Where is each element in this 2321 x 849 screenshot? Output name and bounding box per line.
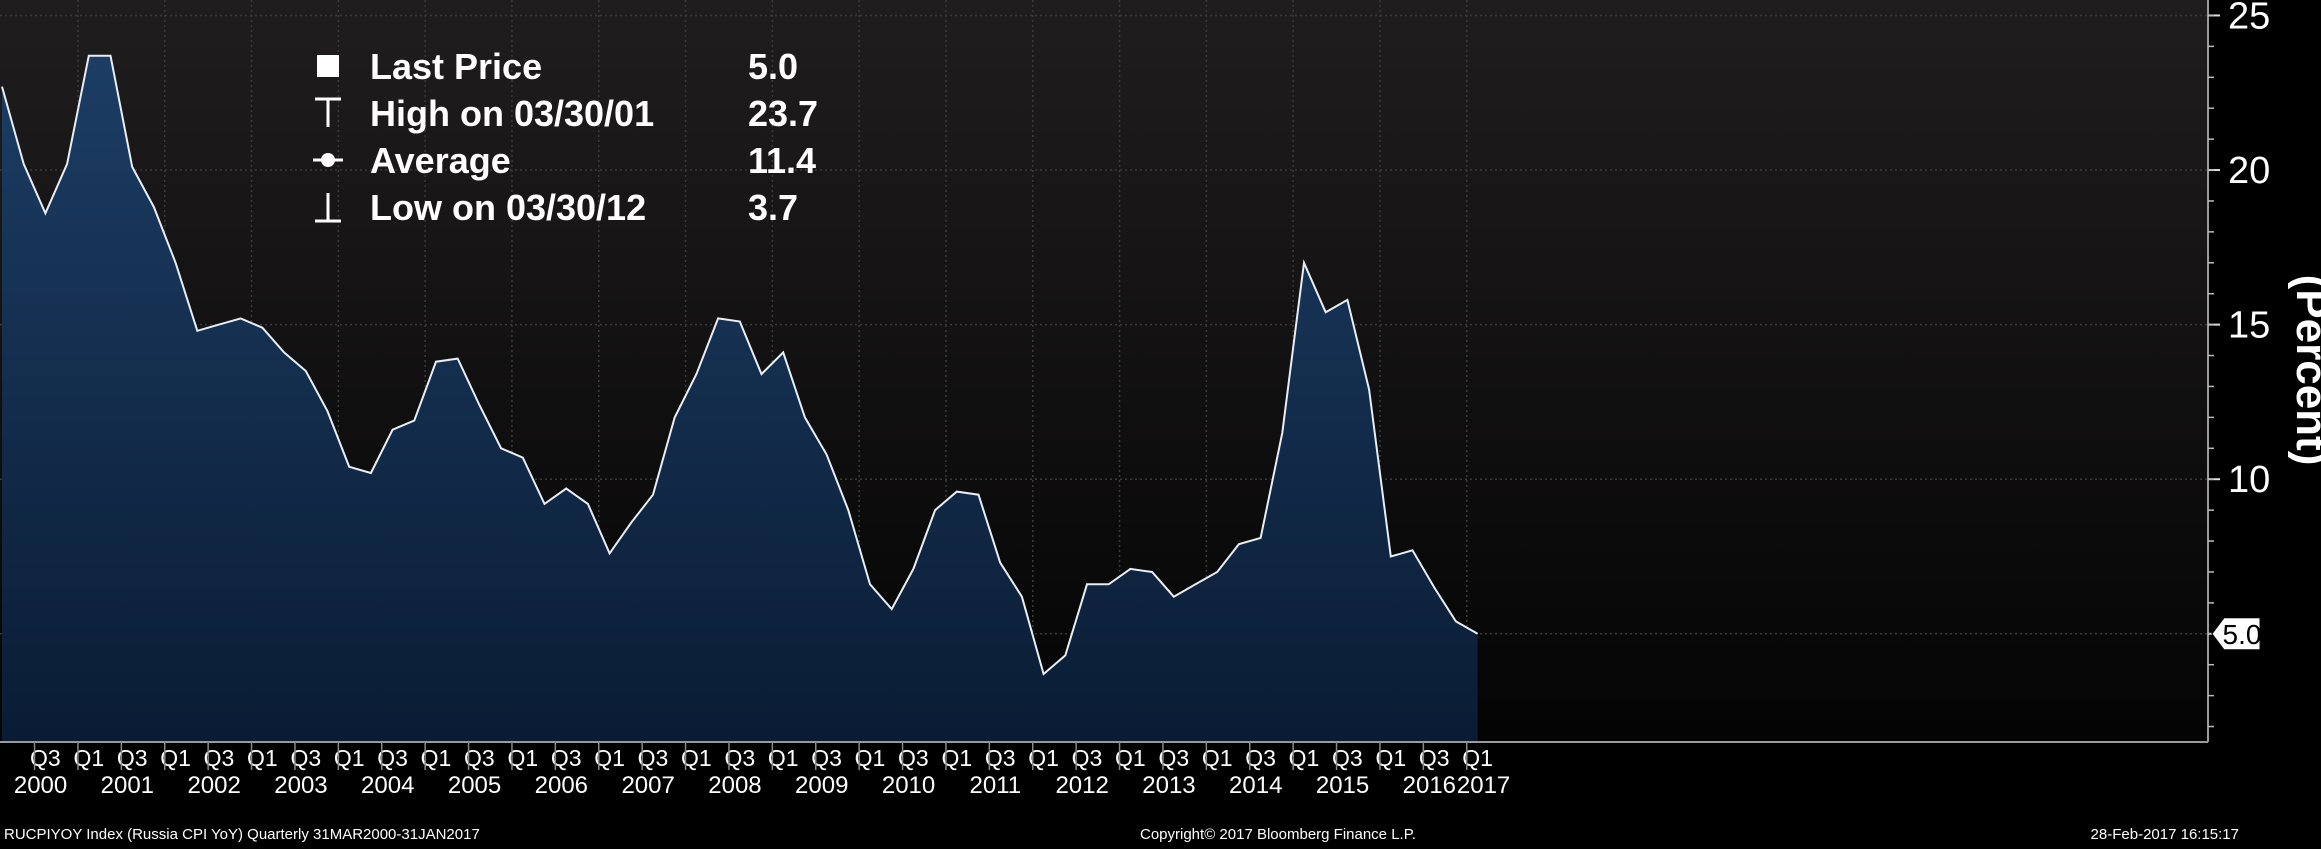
- y-tick-label: 15: [2228, 305, 2270, 347]
- y-axis-ticks: 25 20 15 10: [2208, 0, 2270, 728]
- legend-value: 11.4: [748, 140, 816, 181]
- legend-label: Low on 03/30/12: [370, 187, 646, 228]
- y-tick-label: 25: [2228, 0, 2270, 37]
- last-price-tag-label: 5.0: [2223, 619, 2262, 650]
- legend-value: 3.7: [748, 187, 798, 228]
- x-year-label: 2011: [970, 772, 1022, 799]
- footer-timestamp: 28-Feb-2017 16:15:17: [2090, 826, 2239, 843]
- square-icon: [317, 55, 339, 77]
- x-axis-ticks: Q3 Q1 Q3 Q1 Q3 Q1 Q3 Q1 Q3 Q1 Q3 Q1 Q3 Q1 Q3 Q1 Q3 Q1 Q3 Q1…: [14, 742, 1510, 799]
- x-year-label: 2004: [361, 772, 414, 799]
- x-year-label: 2009: [795, 772, 848, 799]
- x-year-label: 2010: [882, 772, 935, 799]
- legend-label: Average: [370, 140, 511, 181]
- axes: [0, 0, 2209, 743]
- x-year-label: 2007: [621, 772, 674, 799]
- high-marker-icon: [315, 97, 341, 127]
- x-year-label: 2012: [1055, 772, 1108, 799]
- cpi-area: [2, 55, 1478, 742]
- y-tick-label: 10: [2228, 459, 2270, 501]
- avg-dot: [321, 153, 335, 167]
- x-year-label: 2003: [274, 772, 327, 799]
- x-year-label: 2013: [1142, 772, 1195, 799]
- x-year-label: 2006: [535, 772, 588, 799]
- legend-value: 23.7: [748, 93, 818, 134]
- x-year-label: 2001: [101, 772, 154, 799]
- average-marker-icon: [313, 153, 343, 167]
- x-year-label: 2008: [708, 772, 761, 799]
- footer-ticker: RUCPIYOY Index (Russia CPI YoY) Quarterl…: [4, 826, 480, 843]
- y-tick-label: 20: [2228, 150, 2270, 192]
- x-year-label: 2015: [1316, 772, 1369, 799]
- cpi-line: [1, 54, 1479, 676]
- square-shape: [317, 55, 339, 77]
- x-year-label: 2014: [1229, 772, 1282, 799]
- x-year-label: 2002: [187, 772, 240, 799]
- x-year-label: 2017: [1457, 772, 1510, 799]
- legend: Last Price 5.0 High on 03/30/01 23.7 Average…: [313, 46, 818, 228]
- last-price-marker: 5.0: [2211, 617, 2262, 651]
- legend-label: High on 03/30/01: [370, 93, 654, 134]
- x-year-label: 2000: [14, 772, 67, 799]
- x-year-label: 2005: [448, 772, 501, 799]
- last-price-tag: [2211, 617, 2261, 651]
- x-year-label: 2016: [1403, 772, 1456, 799]
- footer-copyright: Copyright© 2017 Bloomberg Finance L.P.: [1140, 826, 1416, 843]
- legend-label: Last Price: [370, 46, 542, 87]
- low-marker-icon: [315, 193, 341, 223]
- y-axis-label: (Percent): [2287, 275, 2321, 466]
- legend-value: 5.0: [748, 46, 798, 87]
